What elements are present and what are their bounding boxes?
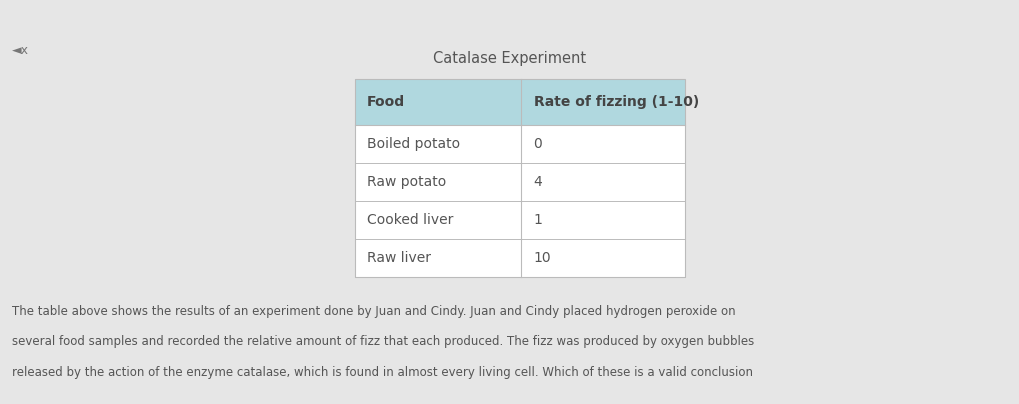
Text: Food: Food <box>367 95 405 109</box>
Text: Rate of fizzing (1-10): Rate of fizzing (1-10) <box>534 95 699 109</box>
Text: 10: 10 <box>534 251 551 265</box>
Text: Raw liver: Raw liver <box>367 251 431 265</box>
FancyBboxPatch shape <box>355 79 685 125</box>
Text: The table above shows the results of an experiment done by Juan and Cindy. Juan : The table above shows the results of an … <box>12 305 736 318</box>
Text: 1: 1 <box>534 213 542 227</box>
Text: 0: 0 <box>534 137 542 151</box>
Text: Catalase Experiment: Catalase Experiment <box>433 50 586 65</box>
Text: Boiled potato: Boiled potato <box>367 137 460 151</box>
Text: Cooked liver: Cooked liver <box>367 213 453 227</box>
Text: released by the action of the enzyme catalase, which is found in almost every li: released by the action of the enzyme cat… <box>12 366 753 379</box>
Text: several food samples and recorded the relative amount of fizz that each produced: several food samples and recorded the re… <box>12 335 754 348</box>
Text: ◄x: ◄x <box>12 44 30 57</box>
FancyBboxPatch shape <box>355 125 685 277</box>
Text: Raw potato: Raw potato <box>367 175 446 189</box>
Text: 4: 4 <box>534 175 542 189</box>
